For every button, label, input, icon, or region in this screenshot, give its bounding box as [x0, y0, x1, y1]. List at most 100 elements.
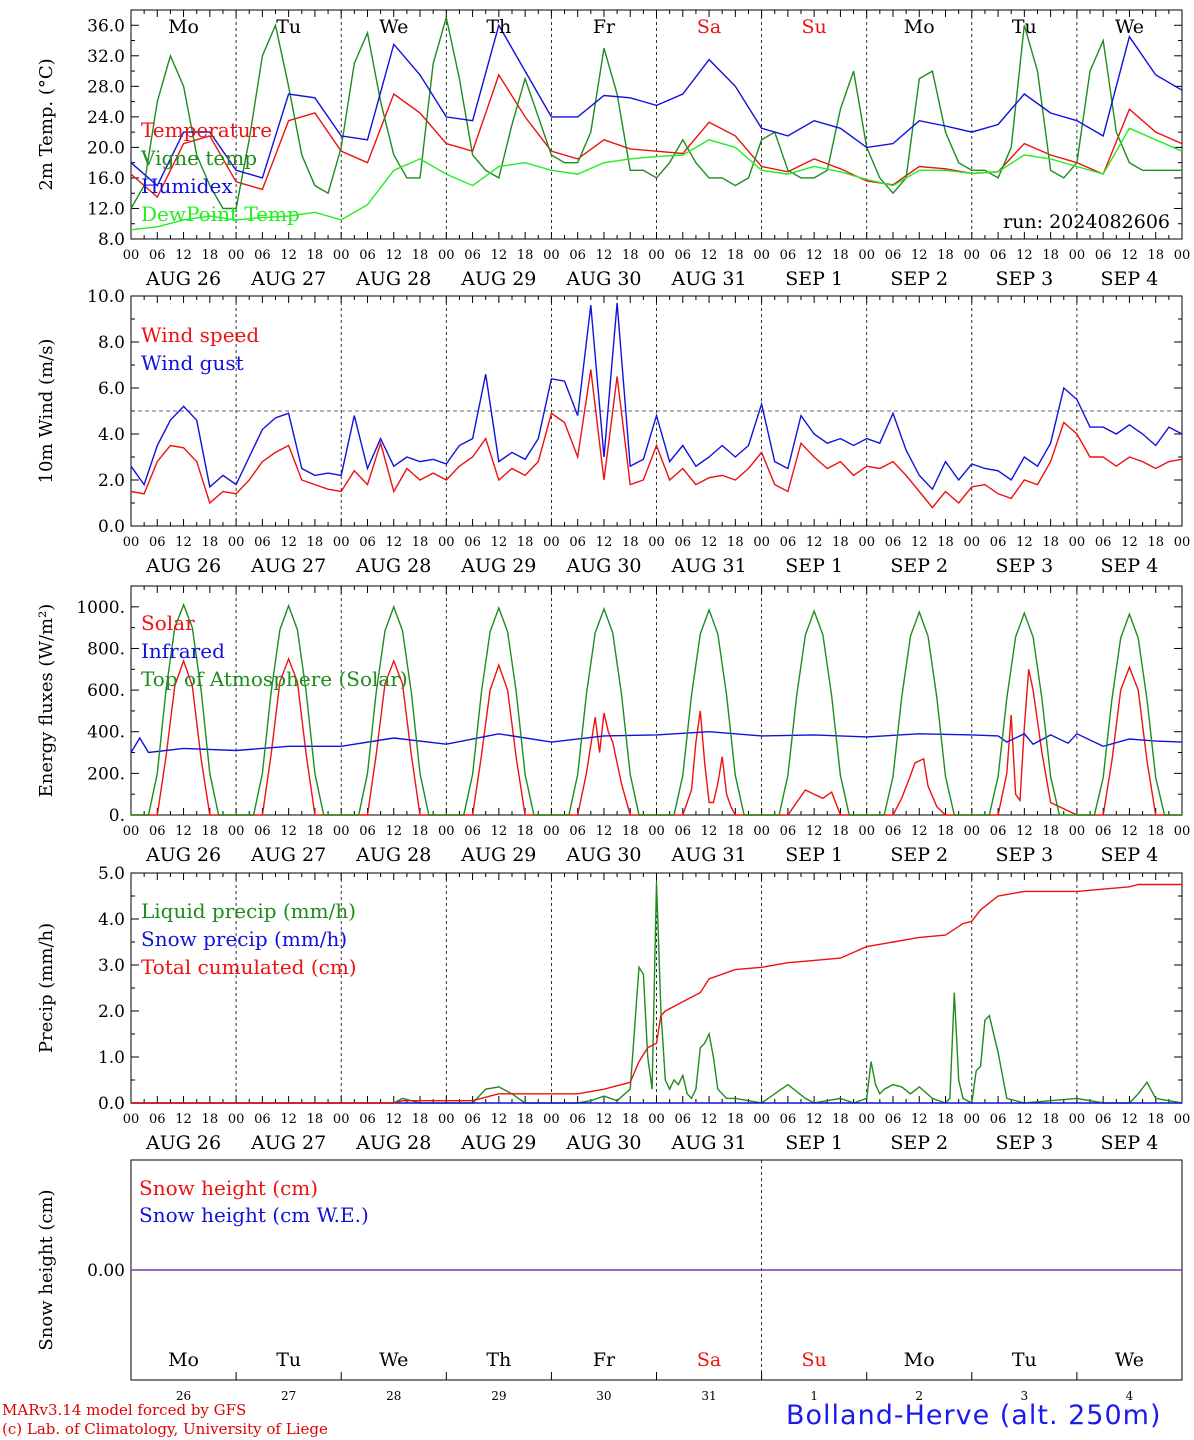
hour-tick-label: 06 — [1095, 824, 1112, 839]
hour-tick-label: 00 — [858, 824, 875, 839]
legend-entry: Snow height (cm W.E.) — [139, 1203, 369, 1227]
y-tick-label: 0.0 — [98, 1094, 125, 1114]
hour-tick-label: 00 — [123, 824, 140, 839]
day-name: Sa — [697, 16, 721, 38]
date-label: SEP 2 — [890, 844, 948, 866]
hour-tick-label: 06 — [885, 824, 902, 839]
hour-tick-label: 12 — [1121, 824, 1138, 839]
day-name: Su — [802, 1349, 827, 1371]
hour-tick-label: 06 — [675, 824, 692, 839]
hour-tick-label: 00 — [964, 824, 981, 839]
y-tick-label: 36.0 — [87, 16, 125, 36]
hour-tick-label: 00 — [438, 824, 455, 839]
y-tick-label: 8.0 — [98, 230, 125, 250]
hour-tick-label: 18 — [202, 824, 219, 839]
y-tick-label: 600. — [87, 681, 125, 701]
hour-tick-label: 12 — [596, 248, 613, 263]
legend-entry: Solar — [141, 611, 195, 635]
y-tick-label: 2.0 — [98, 471, 125, 491]
y-tick-label: 10.0 — [87, 287, 125, 307]
hour-tick-label: 06 — [464, 248, 481, 263]
date-label: AUG 26 — [145, 844, 221, 866]
date-label: AUG 30 — [565, 268, 641, 290]
date-label: AUG 26 — [145, 1132, 221, 1154]
legend-entry: Wind gust — [141, 351, 244, 375]
hour-tick-label: 12 — [175, 248, 192, 263]
hour-tick-label: 06 — [254, 248, 271, 263]
hour-tick-label: 12 — [701, 824, 718, 839]
hour-tick-label: 06 — [254, 535, 271, 550]
hour-tick-label: 12 — [280, 824, 297, 839]
day-number: 4 — [1126, 1389, 1134, 1400]
hour-tick-label: 06 — [569, 824, 586, 839]
hour-tick-label: 00 — [543, 1112, 560, 1127]
hour-tick-label: 00 — [438, 248, 455, 263]
y-axis-label: 2m Temp. (°C) — [36, 58, 57, 190]
day-name: Tu — [276, 16, 301, 38]
legend-entry: Total cumulated (cm) — [141, 955, 357, 979]
hour-tick-label: 18 — [1147, 535, 1164, 550]
day-name: We — [1115, 1349, 1144, 1371]
y-tick-label: 5.0 — [98, 864, 125, 884]
hour-tick-label: 18 — [1042, 248, 1059, 263]
hour-tick-label: 00 — [1174, 824, 1191, 839]
hour-tick-label: 12 — [1121, 248, 1138, 263]
hour-tick-label: 18 — [937, 1112, 954, 1127]
hour-tick-label: 12 — [280, 535, 297, 550]
hour-tick-label: 18 — [307, 824, 324, 839]
hour-tick-label: 12 — [806, 248, 823, 263]
hour-tick-label: 12 — [491, 1112, 508, 1127]
hour-tick-label: 18 — [412, 535, 429, 550]
hour-tick-label: 00 — [333, 1112, 350, 1127]
y-tick-label: 28.0 — [87, 77, 125, 97]
date-label: SEP 2 — [890, 268, 948, 290]
date-label: AUG 29 — [460, 1132, 536, 1154]
day-name: Mo — [168, 16, 199, 38]
station-title: Bolland-Herve (alt. 250m) — [786, 1400, 1162, 1431]
y-tick-label: 0.0 — [98, 517, 125, 537]
date-label: SEP 3 — [995, 844, 1053, 866]
hour-tick-label: 18 — [517, 1112, 534, 1127]
y-axis-label: Precip (mm/h) — [36, 923, 57, 1053]
hour-tick-label: 18 — [202, 535, 219, 550]
y-tick-label: 1000. — [76, 598, 125, 618]
hour-tick-label: 18 — [412, 824, 429, 839]
hour-tick-label: 06 — [569, 248, 586, 263]
hour-tick-label: 18 — [622, 248, 639, 263]
hour-tick-label: 18 — [727, 535, 744, 550]
lab-credit-text: (c) Lab. of Climatology, University of L… — [2, 1420, 328, 1438]
hour-tick-label: 00 — [123, 1112, 140, 1127]
hour-tick-label: 00 — [753, 1112, 770, 1127]
hour-tick-label: 18 — [1147, 824, 1164, 839]
hour-tick-label: 12 — [1016, 535, 1033, 550]
hour-tick-label: 00 — [123, 535, 140, 550]
hour-tick-label: 06 — [780, 248, 797, 263]
hour-tick-label: 18 — [412, 1112, 429, 1127]
hour-tick-label: 06 — [780, 535, 797, 550]
date-label: AUG 26 — [145, 268, 221, 290]
hour-tick-label: 00 — [543, 824, 560, 839]
date-label: AUG 30 — [565, 844, 641, 866]
day-number: 31 — [701, 1389, 716, 1400]
date-label: AUG 29 — [460, 268, 536, 290]
hour-tick-label: 00 — [333, 824, 350, 839]
hour-tick-label: 00 — [858, 248, 875, 263]
date-label: AUG 31 — [670, 844, 746, 866]
date-label: AUG 27 — [250, 844, 326, 866]
date-label: SEP 1 — [785, 268, 843, 290]
hour-tick-label: 06 — [780, 1112, 797, 1127]
date-label: AUG 27 — [250, 1132, 326, 1154]
hour-tick-label: 06 — [464, 535, 481, 550]
legend-entry: Top of Atmosphere (Solar) — [141, 667, 408, 691]
hour-tick-label: 18 — [517, 535, 534, 550]
hour-tick-label: 12 — [385, 248, 402, 263]
series-line-wind-speed — [130, 369, 1183, 509]
hour-tick-label: 00 — [964, 248, 981, 263]
y-tick-label: 400. — [87, 723, 125, 743]
legend-entry: Temperature — [141, 118, 272, 142]
hour-tick-label: 06 — [780, 824, 797, 839]
day-name: Sa — [697, 1349, 721, 1371]
hour-tick-label: 18 — [832, 824, 849, 839]
hour-tick-label: 12 — [1121, 1112, 1138, 1127]
hour-tick-label: 18 — [727, 824, 744, 839]
